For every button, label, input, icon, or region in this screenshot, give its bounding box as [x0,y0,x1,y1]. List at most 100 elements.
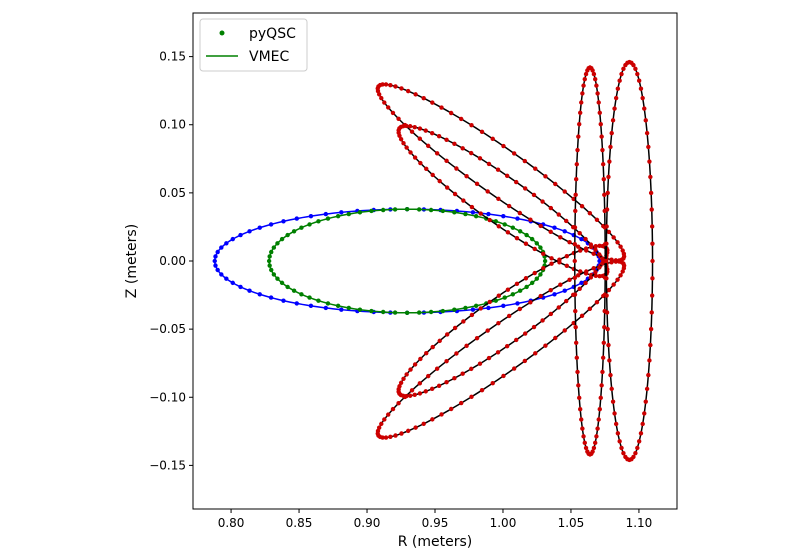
pyqsc-point [597,252,602,257]
pyqsc-point [573,308,578,314]
pyqsc-point [648,326,654,332]
y-axis-label: Z (meters) [124,224,140,298]
pyqsc-point [620,248,625,253]
pyqsc-point [423,389,428,394]
pyqsc-point [540,318,545,323]
pyqsc-point [529,236,535,242]
pyqsc-point [532,270,537,276]
pyqsc-point [605,326,610,332]
pyqsc-point [596,100,601,105]
pyqsc-point [562,229,567,234]
pyqsc-point [487,299,492,305]
legend-pyqsc-label: pyQSC [249,26,296,42]
pyqsc-point [599,383,604,388]
pyqsc-point [598,395,603,401]
legend-pyqsc-marker [219,30,225,36]
pyqsc-point [439,412,444,417]
pyqsc-point [501,303,506,309]
pyqsc-point [567,277,572,282]
pyqsc-point [268,222,274,227]
pyqsc-point [553,181,558,187]
pyqsc-point [247,229,252,234]
pyqsc-point [469,150,474,156]
pyqsc-point [631,454,636,460]
pyqsc-point [576,134,581,139]
pyqsc-point [649,207,654,212]
pyqsc-point [434,366,440,371]
pyqsc-point [552,292,557,297]
pyqsc-point [440,208,446,214]
pyqsc-point [380,435,385,440]
pyqsc-point [567,240,572,245]
pyqsc-point [501,143,506,149]
pyqsc-point [517,306,523,312]
pyqsc-point [593,76,598,82]
pyqsc-point [638,431,644,436]
pyqsc-point [267,263,272,268]
pyqsc-point [412,362,418,367]
pyqsc-point [602,324,607,330]
pyqsc-point [423,128,428,133]
pyqsc-point [495,167,501,172]
pyqsc-point [573,324,578,330]
pyqsc-point [595,426,600,431]
pyqsc-point [485,328,490,333]
legend-vmec-label: VMEC [249,49,290,65]
pyqsc-point [573,208,578,214]
pyqsc-point [506,203,512,209]
pyqsc-point [238,232,243,238]
pyqsc-point [587,210,593,216]
pyqsc-point [294,216,299,221]
pyqsc-point [613,95,619,101]
pyqsc-point [604,241,609,246]
pyqsc-point [440,308,446,314]
pyqsc-point [469,312,475,318]
pyqsc-point [575,147,580,153]
pyqsc-point [597,110,602,115]
pyqsc-point [452,307,457,312]
pyqsc-point [421,421,426,426]
pyqsc-point [621,66,626,72]
pyqsc-point [510,292,516,297]
pyqsc-point [316,298,321,303]
pyqsc-point [564,218,569,224]
pyqsc-point [213,263,218,268]
pyqsc-point [215,267,220,273]
pyqsc-point [606,287,612,293]
pyqsc-point [648,174,653,180]
pyqsc-point [417,136,423,141]
pyqsc-point [538,293,543,299]
pyqsc-point [224,241,229,246]
pyqsc-point [649,310,654,315]
pyqsc-point [590,449,595,454]
pyqsc-point [524,232,529,238]
pyqsc-point [428,309,434,315]
pyqsc-point [458,116,464,122]
pyqsc-point [600,162,606,167]
pyqsc-point [604,224,609,229]
pyqsc-point [629,60,634,66]
pyqsc-point [541,251,546,257]
pyqsc-point [275,241,280,246]
pyqsc-point [470,307,476,312]
x-axis-ticks: 0.80 0.85 0.90 0.95 1.00 1.05 1.10 [218,509,652,530]
pyqsc-point [611,282,616,287]
pyqsc-point [636,439,642,444]
pyqsc-point [215,249,220,255]
pyqsc-point [581,434,586,439]
pyqsc-point [469,394,474,400]
y-tick-label: 0.00 [159,254,186,268]
pyqsc-point [583,445,589,451]
pyqsc-point [269,249,274,255]
pyqsc-point [578,248,583,253]
pyqsc-point [591,71,597,77]
pyqsc-point [477,361,483,366]
pyqsc-point [514,281,520,287]
pyqsc-point [444,137,449,142]
pyqsc-point [593,243,598,249]
pyqsc-point [609,130,614,136]
pyqsc-point [514,337,519,343]
pyqsc-point [597,243,602,249]
